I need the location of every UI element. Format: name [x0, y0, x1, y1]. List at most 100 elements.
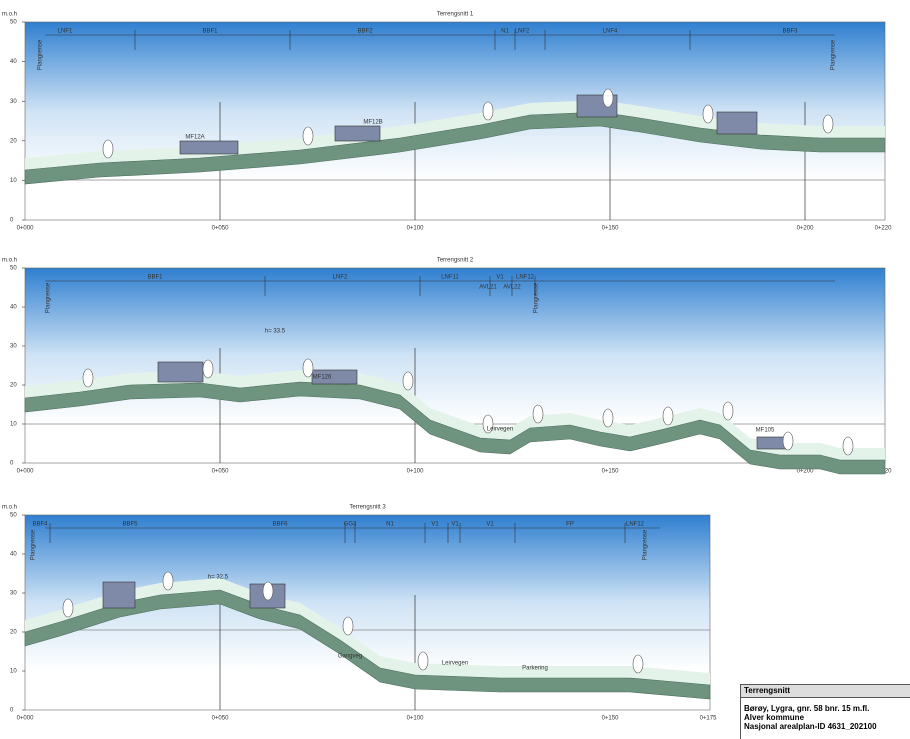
- tree: [662, 406, 674, 426]
- zone-label: BBF2: [357, 29, 373, 35]
- zone-label: N1: [386, 522, 394, 528]
- zone-label: LNF12: [626, 522, 645, 528]
- zone-label: BBF5: [122, 522, 138, 528]
- y-axis-label: m.o.h: [2, 258, 17, 264]
- annotation: Gangveg: [338, 654, 362, 660]
- tree: [417, 651, 429, 671]
- building: [756, 436, 788, 450]
- zone-label: V1: [451, 522, 459, 528]
- title-block-line: Nasjonal arealplan-ID 4631_202100: [744, 722, 877, 731]
- annotation: Plangrense: [643, 529, 649, 560]
- y-tick-label: 0: [10, 218, 14, 224]
- zone-label: BBF1: [147, 275, 163, 281]
- building: [157, 361, 204, 383]
- y-tick-label: 30: [10, 99, 17, 105]
- x-tick-label: 0+050: [212, 226, 230, 232]
- zone-label: BBF1: [202, 29, 218, 35]
- zone-label: N1: [501, 29, 509, 35]
- y-axis-label: m.o.h: [2, 505, 17, 511]
- annotation: Leirvegen: [487, 427, 513, 433]
- annotation: Leirvegen: [442, 661, 468, 667]
- annotation: AVL21: [479, 285, 497, 291]
- tree: [342, 616, 354, 636]
- zone-label: BBF3: [782, 29, 798, 35]
- x-tick-label: 0+050: [212, 469, 230, 475]
- terrain: [24, 381, 886, 475]
- vegetation: [25, 578, 710, 685]
- x-tick-label: 0+000: [17, 226, 35, 232]
- zone-label: LNF2: [515, 29, 530, 35]
- annotation: MF12A: [185, 135, 204, 141]
- annotation: MF126: [313, 375, 332, 381]
- title-block-line: Alver kommune: [744, 713, 805, 722]
- x-tick-label: 0+050: [212, 716, 230, 722]
- tree: [62, 598, 74, 618]
- zone-label: V1: [496, 275, 504, 281]
- section-title: Terrengsnitt 2: [437, 258, 474, 264]
- annotation: MF105: [756, 428, 775, 434]
- annotation: Parkering: [522, 666, 548, 672]
- annotation: h= 33.5: [265, 329, 286, 335]
- annotation: Plangrense: [46, 282, 52, 313]
- zone-label: LNF12: [516, 275, 535, 281]
- x-tick-label: 0+000: [17, 469, 35, 475]
- x-tick-label: 0+150: [602, 716, 620, 722]
- tree: [102, 139, 114, 159]
- y-tick-label: 10: [10, 422, 17, 428]
- vegetation: [25, 370, 885, 460]
- frame: [24, 21, 886, 221]
- tree: [602, 88, 614, 108]
- building: [311, 369, 358, 385]
- section-title: Terrengsnitt 3: [349, 505, 386, 511]
- y-tick-label: 0: [10, 461, 14, 467]
- zone-label: GG3: [344, 522, 357, 528]
- annotation: Plangrense: [831, 39, 837, 70]
- tree: [162, 571, 174, 591]
- zone-label: LNF2: [333, 275, 348, 281]
- zone-label: BBF4: [32, 522, 48, 528]
- building: [179, 140, 239, 155]
- tree: [402, 371, 414, 391]
- y-tick-label: 40: [10, 305, 17, 311]
- y-tick-label: 20: [10, 138, 17, 144]
- zone-label: V1: [486, 522, 494, 528]
- zone-label: V1: [431, 522, 439, 528]
- annotation: h= 32.5: [208, 575, 229, 581]
- terrain: [24, 111, 886, 185]
- tree: [82, 368, 94, 388]
- tree: [632, 654, 644, 674]
- y-tick-label: 30: [10, 591, 17, 597]
- x-tick-label: 0+100: [407, 716, 425, 722]
- x-tick-label: 0+100: [407, 226, 425, 232]
- y-tick-label: 40: [10, 552, 17, 558]
- x-tick-label: 0+150: [602, 469, 620, 475]
- annotation: Plangrense: [534, 282, 540, 313]
- tree: [202, 359, 214, 379]
- building: [334, 125, 381, 142]
- x-tick-label: 0+150: [602, 226, 620, 232]
- tree: [782, 431, 794, 451]
- tree: [602, 408, 614, 428]
- zone-label: FP: [566, 522, 574, 528]
- zone-label: LNF4: [603, 29, 618, 35]
- title-block: Terrengsnitt Børøy, Lygra, gnr. 58 bnr. …: [740, 684, 910, 739]
- y-tick-label: 20: [10, 383, 17, 389]
- zone-label: LNF1: [58, 29, 73, 35]
- tree: [482, 414, 494, 434]
- tree: [532, 404, 544, 424]
- annotation: Plangrense: [31, 529, 37, 560]
- tree: [822, 114, 834, 134]
- tree: [722, 401, 734, 421]
- section-title: Terrengsnitt 1: [437, 12, 474, 18]
- y-tick-label: 10: [10, 178, 17, 184]
- x-tick-label: 0+220: [875, 226, 893, 232]
- x-tick-label: 0+100: [407, 469, 425, 475]
- y-axis-label: m.o.h: [2, 12, 17, 18]
- x-tick-label: 0+200: [797, 469, 815, 475]
- y-tick-label: 10: [10, 669, 17, 675]
- x-tick-label: 0+175: [700, 716, 718, 722]
- frame: [24, 267, 886, 464]
- vegetation: [25, 100, 885, 170]
- building: [102, 581, 136, 609]
